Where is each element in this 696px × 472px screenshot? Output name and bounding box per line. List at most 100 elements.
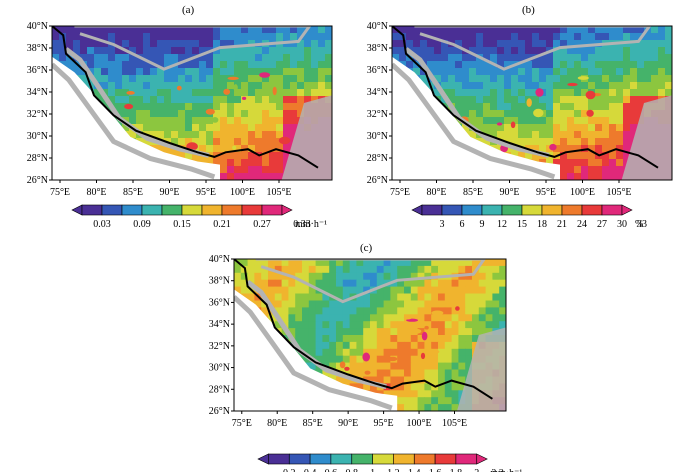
map-panel-a: 40°N 38°N 36°N 34°N 32°N 30°N 28°N 26°N75°E 80°E… (27, 21, 333, 230)
colorbar-label: 1.6 (429, 468, 442, 472)
colorbar-segment (481, 204, 503, 216)
mask-region (281, 95, 332, 180)
lon-label: 80°E (86, 187, 106, 198)
colorbar-label: 6 (460, 219, 465, 230)
mask-region (621, 95, 672, 180)
colorbar-segment (201, 204, 223, 216)
lat-label: 30°N (367, 131, 388, 142)
lat-label: 38°N (367, 43, 388, 54)
colorbar-arrow-right (621, 204, 633, 216)
lon-label: 105°E (606, 187, 631, 198)
lon-label: 95°E (374, 418, 394, 429)
colorbar-label: 21 (557, 219, 567, 230)
border-line (392, 26, 659, 169)
colorbar-segment (261, 204, 283, 216)
colorbar-label: 1.8 (450, 468, 463, 472)
mask-ridge (74, 26, 312, 71)
colorbar-label: 27 (597, 219, 607, 230)
lon-label: 80°E (426, 187, 446, 198)
lon-label: 90°E (338, 418, 358, 429)
mask-ridge (234, 295, 393, 411)
colorbar-arrow-right (281, 204, 293, 216)
colorbar-arrow-right (476, 453, 488, 465)
colorbar-label: 0.4 (304, 468, 317, 472)
lat-label: 26°N (27, 175, 48, 186)
colorbar-label: 0.21 (213, 219, 231, 230)
colorbar-unit: mm·h⁻¹ (295, 219, 327, 230)
lat-label: 26°N (209, 406, 230, 417)
lat-label: 38°N (209, 276, 230, 287)
lon-label: 95°E (536, 187, 556, 198)
lat-label: 26°N (367, 175, 388, 186)
colorbar-segment (81, 204, 103, 216)
lat-label: 38°N (27, 43, 48, 54)
colorbar-label: 0.03 (93, 219, 111, 230)
colorbar-segment (330, 453, 352, 465)
colorbar-label: 0.8 (346, 468, 359, 472)
lat-label: 36°N (209, 297, 230, 308)
colorbar-segment (601, 204, 623, 216)
colorbar-label: 3 (440, 219, 445, 230)
lat-label: 32°N (209, 341, 230, 352)
colorbar-label: 1.4 (408, 468, 421, 472)
colorbar-label: 0.2 (283, 468, 296, 472)
lat-label: 30°N (27, 131, 48, 142)
border-line (234, 259, 493, 400)
colorbar-segment (393, 453, 415, 465)
lat-label: 40°N (27, 21, 48, 32)
map-frame (391, 25, 673, 181)
lat-label: 28°N (27, 153, 48, 164)
colorbar-segment (221, 204, 243, 216)
lon-label: 75°E (232, 418, 252, 429)
colorbar-segment (561, 204, 583, 216)
colorbar-segment (351, 453, 373, 465)
colorbar-segment (181, 204, 203, 216)
colorbar-label: 9 (480, 219, 485, 230)
map-frame (233, 258, 507, 412)
colorbar-segment (434, 453, 457, 465)
lon-label: 75°E (390, 187, 410, 198)
lon-label: 85°E (303, 418, 323, 429)
lon-label: 90°E (499, 187, 519, 198)
lat-label: 36°N (367, 65, 388, 76)
lon-label: 75°E (50, 187, 70, 198)
mask-region (457, 327, 506, 411)
lon-label: 105°E (442, 418, 467, 429)
colorbar-arrow-left (71, 204, 83, 216)
colorbar-unit: % (635, 219, 643, 230)
lat-label: 34°N (367, 87, 388, 98)
border-line (52, 26, 319, 169)
lat-label: 34°N (27, 87, 48, 98)
colorbar-label: 24 (577, 219, 587, 230)
lat-label: 30°N (209, 363, 230, 374)
colorbar-label: 1.2 (387, 468, 400, 472)
lon-label: 105°E (266, 187, 291, 198)
colorbar-segment (441, 204, 463, 216)
colorbar-segment (521, 204, 543, 216)
colorbar-segment (461, 204, 483, 216)
lon-label: 100°E (570, 187, 595, 198)
mask-ridge (414, 26, 652, 71)
map-panel-b: 40°N 38°N 36°N 34°N 32°N 30°N 28°N 26°N75°E 80°E… (367, 21, 673, 230)
colorbar-segment (161, 204, 183, 216)
colorbar-label: 12 (497, 219, 507, 230)
lat-label: 34°N (209, 319, 230, 330)
colorbar-segment (455, 453, 477, 465)
colorbar-label: 0.09 (133, 219, 151, 230)
map-frame (51, 25, 333, 181)
colorbar-segment (141, 204, 163, 216)
mask-ridge (52, 62, 216, 180)
colorbar-label: 0.15 (173, 219, 191, 230)
colorbar-segment (309, 453, 332, 465)
mask-ridge (392, 62, 556, 180)
lon-label: 95°E (196, 187, 216, 198)
colorbar-segment (101, 204, 123, 216)
colorbar-arrow-left (257, 453, 269, 465)
colorbar-label: 15 (517, 219, 527, 230)
colorbar-arrow-left (411, 204, 423, 216)
colorbar-label: 0.27 (253, 219, 271, 230)
lon-label: 80°E (267, 418, 287, 429)
lon-label: 100°E (407, 418, 432, 429)
